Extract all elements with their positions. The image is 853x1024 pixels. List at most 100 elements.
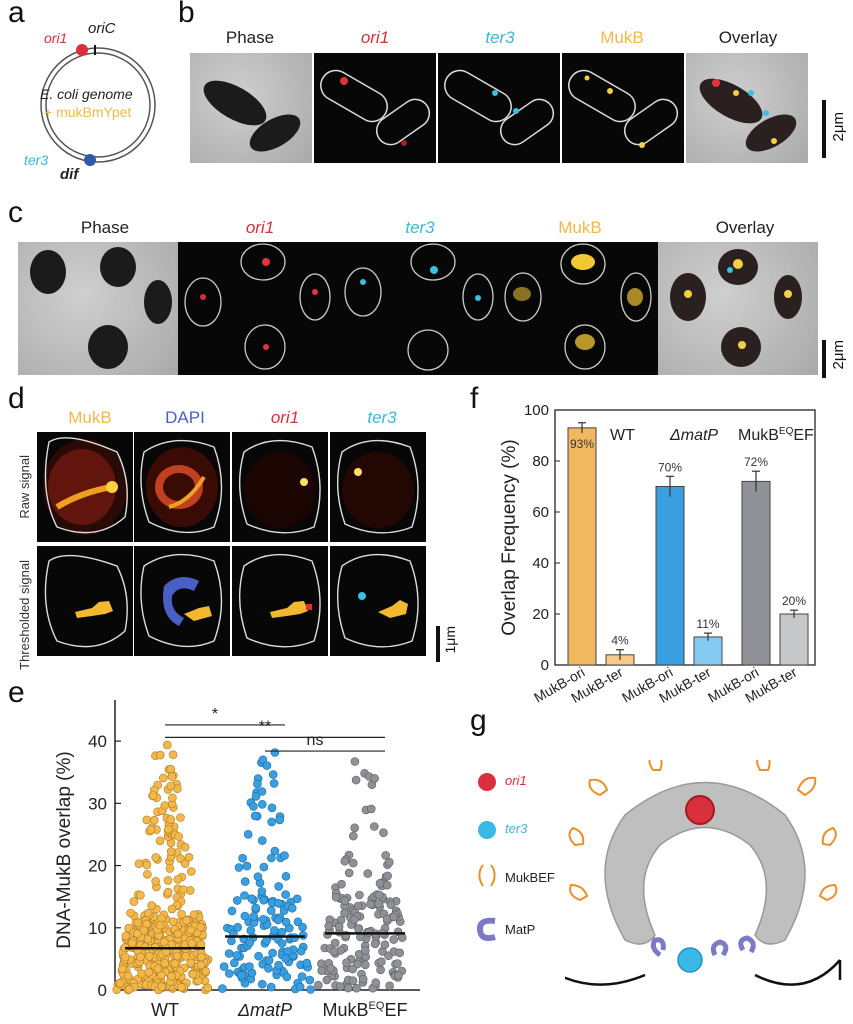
e-point: [274, 960, 283, 970]
f-group-label-eq: MukBEQEF: [738, 426, 814, 444]
e-point: [268, 770, 278, 779]
e-point: [277, 927, 287, 937]
legend-matp-label: MatP: [505, 922, 536, 937]
d-raw-ori1: [232, 432, 328, 542]
e-point: [227, 936, 236, 946]
e-point: [178, 885, 188, 894]
chromosome-model-diagram: [565, 760, 842, 986]
e-sig-label-0: *: [212, 706, 218, 723]
e-point: [115, 978, 125, 988]
b-channel-ori1: ori1: [360, 28, 390, 47]
e-point: [262, 761, 272, 770]
e-point: [166, 847, 176, 856]
e-y-tick-label-4: 40: [88, 732, 107, 751]
e-point: [360, 960, 370, 970]
e-point: [129, 897, 139, 906]
e-point: [389, 935, 399, 944]
f-y-tick-label-2: 40: [532, 555, 549, 572]
e-point: [159, 937, 169, 947]
e-point: [163, 740, 172, 750]
e-point: [145, 951, 154, 961]
e-point: [143, 870, 152, 879]
d-thr-ori1: [232, 546, 328, 656]
f-bar-1-0: [655, 486, 685, 666]
e-point: [348, 964, 357, 974]
e-point: [340, 856, 350, 866]
e-point: [293, 917, 303, 927]
e-point: [266, 906, 276, 915]
e-point: [146, 825, 156, 834]
e-point: [370, 774, 379, 783]
e-point: [247, 894, 256, 903]
e-point: [134, 859, 144, 868]
e-point: [385, 981, 394, 991]
f-y-axis-label: Overlap Frequency (%): [499, 439, 520, 635]
e-point: [159, 773, 168, 783]
panel-label-a: a: [8, 0, 25, 29]
e-sig-label-2: ns: [307, 732, 324, 749]
e-point: [354, 924, 363, 934]
e-point: [386, 900, 396, 909]
d-channel-dapi: DAPI: [165, 408, 205, 427]
e-point: [395, 948, 405, 958]
f-group-label-matp: ΔmatP: [669, 427, 718, 444]
e-point: [177, 909, 186, 919]
e-point: [121, 931, 131, 941]
e-point: [224, 949, 234, 958]
f-y-tick-label-1: 20: [532, 606, 549, 623]
dif-label: dif: [60, 166, 79, 183]
e-point: [151, 853, 161, 862]
b-image-ori1: [314, 53, 436, 163]
e-point: [257, 787, 267, 796]
e-point: [369, 822, 379, 831]
e-point: [397, 933, 407, 942]
e-point: [166, 815, 175, 824]
e-point: [150, 815, 159, 825]
c-scale-label: 2μm: [830, 340, 847, 370]
d-channel-ter3: ter3: [367, 408, 397, 427]
e-point: [155, 750, 165, 760]
b-image-phase: [190, 53, 312, 163]
b-channel-mukb: MukB: [600, 28, 644, 47]
e-point: [250, 811, 260, 821]
e-point: [126, 908, 135, 918]
b-image-overlay: [686, 53, 808, 163]
e-point: [225, 969, 234, 978]
e-point: [125, 984, 134, 994]
d-raw-ter3: [330, 432, 426, 542]
matp-right: [710, 939, 729, 957]
e-point: [233, 923, 242, 932]
e-point: [245, 962, 254, 971]
ter3-locus: [677, 947, 703, 973]
genome-diagram: [40, 44, 156, 166]
left-dna-arm: [565, 973, 646, 986]
c-channel-phase: Phase: [80, 218, 130, 237]
e-point: [196, 960, 206, 970]
e-y-tick-label-1: 10: [88, 919, 107, 938]
e-point: [203, 983, 213, 993]
e-point: [379, 828, 388, 837]
d-thr-dapi: [134, 546, 230, 656]
e-point: [382, 880, 392, 890]
e-point: [281, 890, 290, 899]
d-thr-mukb: [37, 546, 133, 656]
e-point: [374, 890, 384, 900]
e-point: [136, 891, 145, 900]
e-y-axis-label: DNA-MukB overlap (%): [54, 751, 75, 948]
e-y-tick-label-3: 30: [88, 794, 107, 813]
e-point: [153, 964, 163, 974]
e-point: [366, 899, 375, 909]
c-scale-bar: [822, 340, 826, 378]
f-bar-value-1-1: 11%: [696, 617, 719, 631]
e-point: [324, 921, 334, 931]
f-y-tick-label-4: 80: [532, 453, 549, 470]
e-point: [143, 908, 153, 918]
e-point: [383, 871, 392, 881]
e-point: [197, 952, 206, 962]
e-point: [287, 903, 297, 913]
e-point: [348, 858, 358, 868]
e-point: [335, 982, 345, 991]
e-point: [173, 929, 183, 939]
e-point: [234, 863, 244, 872]
ori1-legend-icon: [478, 773, 496, 791]
